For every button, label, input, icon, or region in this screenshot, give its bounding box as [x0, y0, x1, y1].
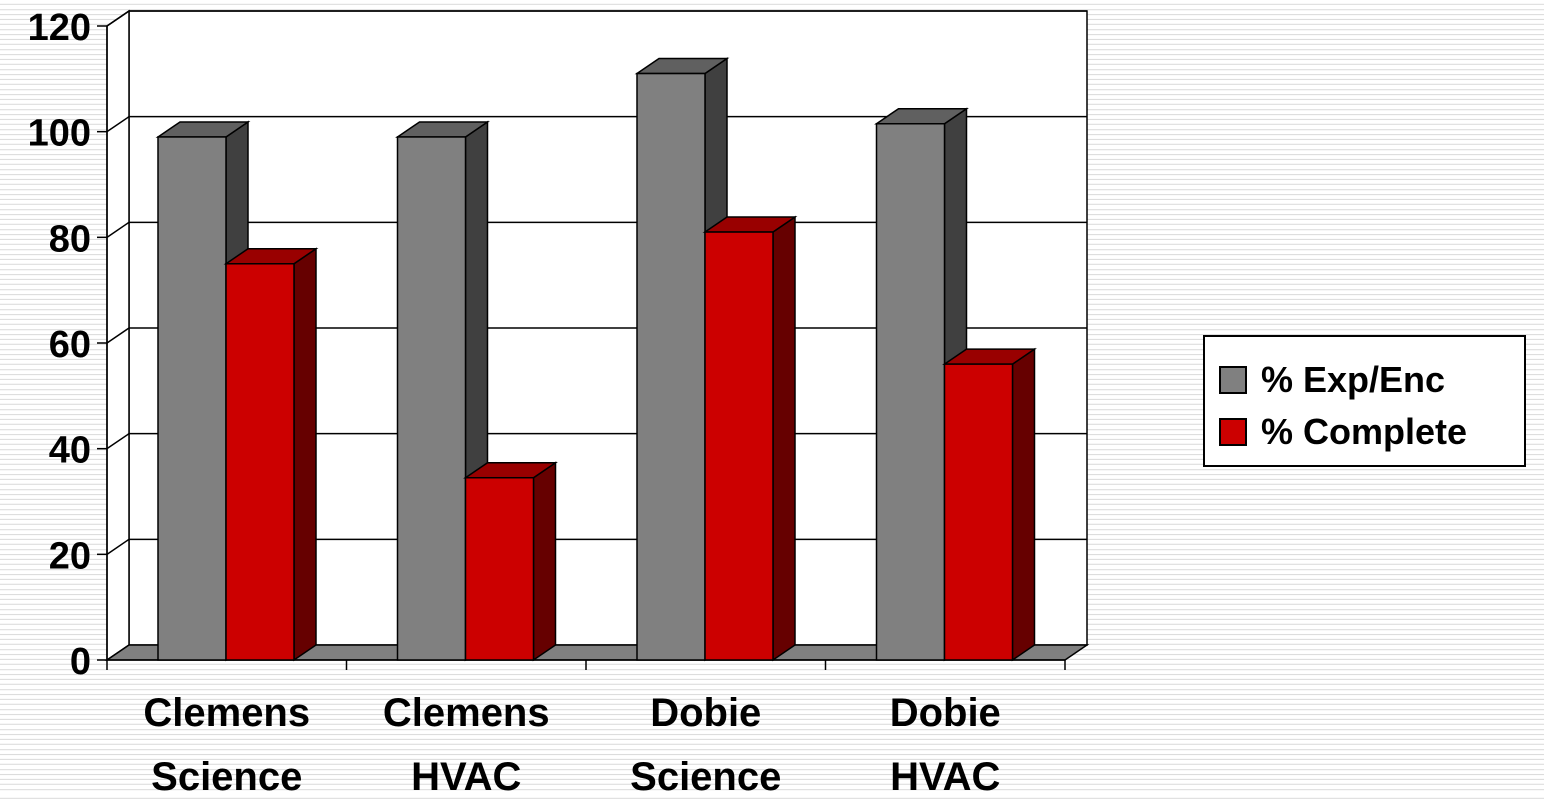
bar-0-3 [875, 122, 946, 661]
legend-swatch-exp-enc [1219, 366, 1247, 394]
ytick-label-0: 0 [70, 641, 91, 683]
legend-item-exp-enc: % Exp/Enc [1219, 359, 1446, 400]
legend: % Exp/Enc % Complete [1203, 335, 1526, 467]
legend-label-exp-enc: % Exp/Enc [1261, 359, 1446, 400]
gridline-diag-80 [106, 221, 130, 238]
legend-label-complete: % Complete [1261, 411, 1468, 452]
xtick-label-2-0: Dobie [650, 691, 761, 735]
bar-0-0 [157, 136, 227, 661]
bar-1-3 [943, 363, 1014, 661]
xtick-label-1-1: HVAC [411, 755, 521, 794]
bar-1-1 [464, 476, 535, 661]
ytick-label-60: 60 [49, 324, 91, 366]
ytick-label-120: 120 [28, 7, 91, 49]
ytick-label-100: 100 [28, 113, 91, 155]
xtick-label-3-0: Dobie [890, 691, 1001, 735]
gridline-diag-40 [106, 433, 130, 450]
bar-1-2-side [772, 215, 796, 662]
bar-1-2 [704, 231, 774, 661]
xtick-label-0-1: Science [151, 755, 302, 794]
xtick-label-3-1: HVAC [890, 755, 1000, 794]
bar-1-0 [225, 263, 295, 661]
gridline-diag-60 [106, 327, 130, 344]
gridline-diag-20 [106, 538, 130, 555]
ytick-label-20: 20 [49, 535, 91, 577]
bar-0-1 [396, 136, 467, 661]
bar-0-2 [636, 72, 706, 661]
legend-item-complete: % Complete [1219, 411, 1468, 452]
gridline-diag-100 [106, 116, 130, 133]
ytick-label-80: 80 [49, 218, 91, 260]
ytick-label-40: 40 [49, 430, 91, 472]
xtick-label-0-0: Clemens [143, 691, 310, 735]
xtick-label-2-1: Science [630, 755, 781, 794]
gridline-diag-120 [106, 10, 130, 27]
bar-1-1-side [532, 461, 557, 662]
xtick-label-1-0: Clemens [383, 691, 550, 735]
bar-1-3-side [1011, 347, 1036, 662]
legend-swatch-complete [1219, 418, 1247, 446]
bar-1-0-side [293, 247, 317, 662]
